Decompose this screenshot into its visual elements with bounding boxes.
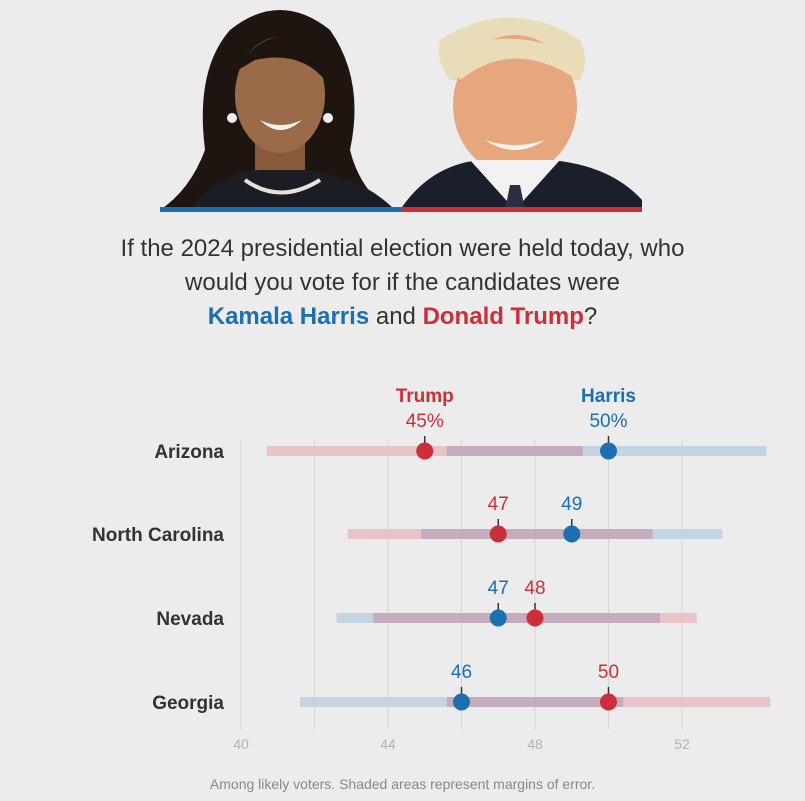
harris-value-label: 46 xyxy=(451,662,472,683)
harris-value-label: 47 xyxy=(488,578,509,599)
harris-dot xyxy=(489,609,507,627)
harris-dot xyxy=(453,693,470,711)
trump-name: Donald Trump xyxy=(422,303,584,330)
harris-series-name: Harris xyxy=(581,386,636,407)
overlap-band xyxy=(373,613,660,623)
and-text: and xyxy=(375,303,416,330)
trump-value-label: 45% xyxy=(406,411,444,432)
survey-question: If the 2024 presidential election were h… xyxy=(0,232,805,334)
trump-value-label: 47 xyxy=(488,494,509,515)
trump-value-label: 48 xyxy=(524,578,545,599)
overlap-band xyxy=(446,446,583,456)
state-label: Nevada xyxy=(156,609,224,630)
x-tick-label: 44 xyxy=(380,736,396,752)
trump-series-name: Trump xyxy=(396,386,454,407)
state-label: Georgia xyxy=(152,693,224,714)
harris-name: Kamala Harris xyxy=(207,303,370,330)
overlap-band xyxy=(421,529,653,539)
trump-value-label: 50 xyxy=(598,662,619,683)
harris-dot xyxy=(600,442,617,460)
state-label: North Carolina xyxy=(92,525,224,546)
question-line-1: If the 2024 presidential election were h… xyxy=(120,235,685,262)
footnote: Among likely voters. Shaded areas repres… xyxy=(209,776,596,792)
x-tick-label: 52 xyxy=(674,736,690,752)
harris-value-label: 49 xyxy=(561,494,582,515)
state-label: Arizona xyxy=(154,442,224,463)
harris-portrait-icon xyxy=(160,10,395,210)
candidate-photos xyxy=(160,0,642,212)
overlap-band xyxy=(446,697,624,707)
trump-dot xyxy=(489,525,507,543)
question-line-2: would you vote for if the candidates wer… xyxy=(185,269,620,296)
trump-color-bar xyxy=(401,207,642,212)
question-line-3: Kamala Harris and Donald Trump? xyxy=(0,300,805,334)
trump-dot xyxy=(416,442,434,460)
x-tick-label: 40 xyxy=(233,736,249,752)
question-mark: ? xyxy=(583,303,598,330)
harris-dot xyxy=(563,525,581,543)
x-tick-label: 48 xyxy=(527,736,543,752)
harris-color-bar xyxy=(160,207,401,212)
trump-dot xyxy=(600,693,617,711)
trump-dot xyxy=(526,609,544,627)
harris-value-label: 50% xyxy=(589,411,627,432)
trump-portrait-icon xyxy=(400,17,642,210)
